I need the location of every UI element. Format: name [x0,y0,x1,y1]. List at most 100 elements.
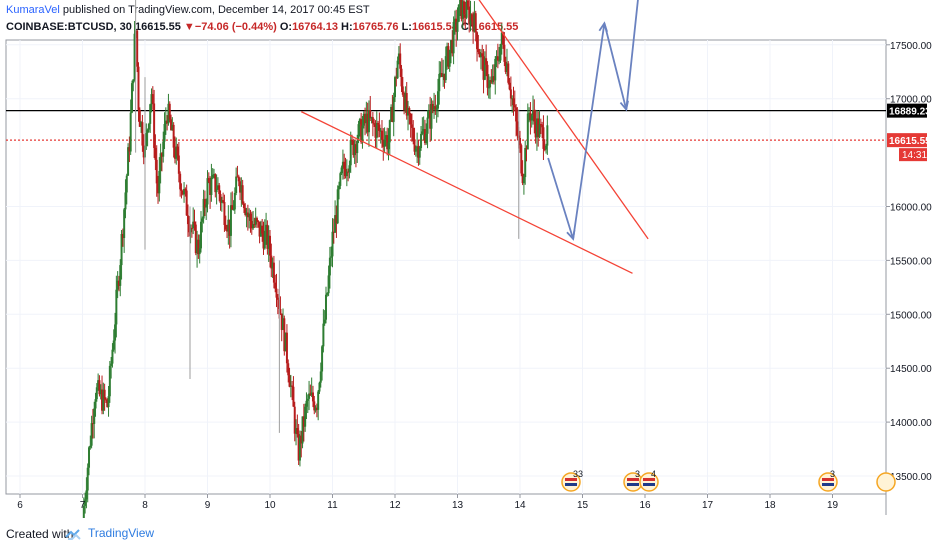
price-tick-label: 14500.00 [890,364,932,375]
candle-body [123,209,126,238]
time-tick-label: 6 [17,500,23,511]
trendline[interactable] [300,111,633,274]
candle-body [301,416,304,444]
candle-body [127,147,130,176]
candle-body [483,58,486,80]
candle-body [128,147,131,152]
candle-body [543,148,546,150]
time-tick-label: 9 [205,500,211,511]
time-tick-label: 17 [702,500,714,511]
candle-body [394,77,396,98]
candle-body [90,423,93,446]
candle-body [451,40,454,54]
event-count: 4 [651,469,656,479]
candle-body [88,447,91,468]
candle-body [470,14,473,21]
candle-body [180,189,183,191]
candle-body [395,77,398,79]
candle-body [275,288,278,298]
candle-body [248,213,251,218]
candle-body [149,104,152,124]
projection-polyline[interactable] [547,0,676,240]
price-change: −74.06 (−0.44%) [194,21,277,33]
candle-body [289,385,292,387]
symbol-label[interactable]: COINBASE:BTCUSD, 30 [6,21,132,33]
candle-body [524,148,527,178]
event-flag-icon[interactable] [639,472,659,492]
tradingview-brand-link[interactable]: TradingView [88,526,155,540]
event-flag-icon[interactable] [818,472,838,492]
candle-body [154,147,157,160]
close-value: 16615.55 [472,21,519,33]
candle-body [86,467,89,491]
trendline[interactable] [458,0,649,240]
candle-body [339,173,342,186]
candle-body [399,53,402,69]
candle-body [535,118,538,138]
candle-body [478,51,481,58]
candle-body [545,145,548,150]
created-with-text: Created with [6,527,74,541]
candle-body [326,293,329,295]
candle-body [184,188,187,191]
candle-body [205,204,208,208]
candle-body [222,200,225,202]
candle-body [347,171,350,173]
candle-body [442,73,445,77]
candle-body [102,389,105,411]
candle-body [186,215,189,225]
candle-body [175,146,178,159]
candle-body [469,14,472,25]
candle-body [444,56,447,81]
candle-body [533,110,536,122]
level-price-tag: 16889.23 [889,107,931,118]
event-flag-icon[interactable] [876,472,896,492]
candle-body [309,393,312,396]
candle-body [418,148,421,158]
price-axis[interactable]: 13500.00 14000.00 14500.00 15000.00 15500.00… [886,0,932,483]
candle-body [246,212,249,218]
candle-body [353,144,356,156]
candle-body [452,21,455,54]
candle-body [383,139,386,147]
candle-body [188,224,191,233]
candle-body [176,146,179,156]
candle-body [173,147,176,159]
candle-body [464,14,467,18]
candle-body [95,387,98,400]
candle-body [170,119,173,131]
candle-body [438,73,441,92]
candle-body [257,221,260,223]
candle-body [153,103,156,148]
candle-body [430,104,433,129]
candle-body [214,174,217,193]
candle-body [348,165,351,172]
candle-body [371,117,374,124]
candle-body [400,68,403,87]
candle-body [532,110,535,116]
price-chart[interactable]: 13500.00 14000.00 14500.00 15000.00 15500.00… [0,0,932,518]
author-link[interactable]: KumaraVel [6,4,60,16]
candle-body [276,297,279,300]
projection-arrowhead [566,229,576,241]
horizontal-lines [6,110,886,141]
event-flag-icon[interactable] [561,472,581,492]
candle-body [227,219,230,232]
candle-body [207,178,210,182]
high-value: 16765.76 [352,21,399,33]
candle-body [189,227,192,233]
candle-body [466,0,469,7]
candle-body [129,112,132,152]
open-label: O: [279,21,293,33]
candle-body [352,140,355,156]
candle-body [220,200,223,203]
candle-body [193,221,196,225]
candle-body [345,171,348,177]
candle-body [539,124,542,126]
time-axis[interactable]: 6 7 8 9 10 11 12 13 14 15 16 17 18 19 [17,494,838,511]
candle-body [377,122,380,125]
projection-path [547,0,676,241]
time-tick-label: 14 [514,500,526,511]
candle-body [270,255,273,269]
candle-body [448,49,451,67]
